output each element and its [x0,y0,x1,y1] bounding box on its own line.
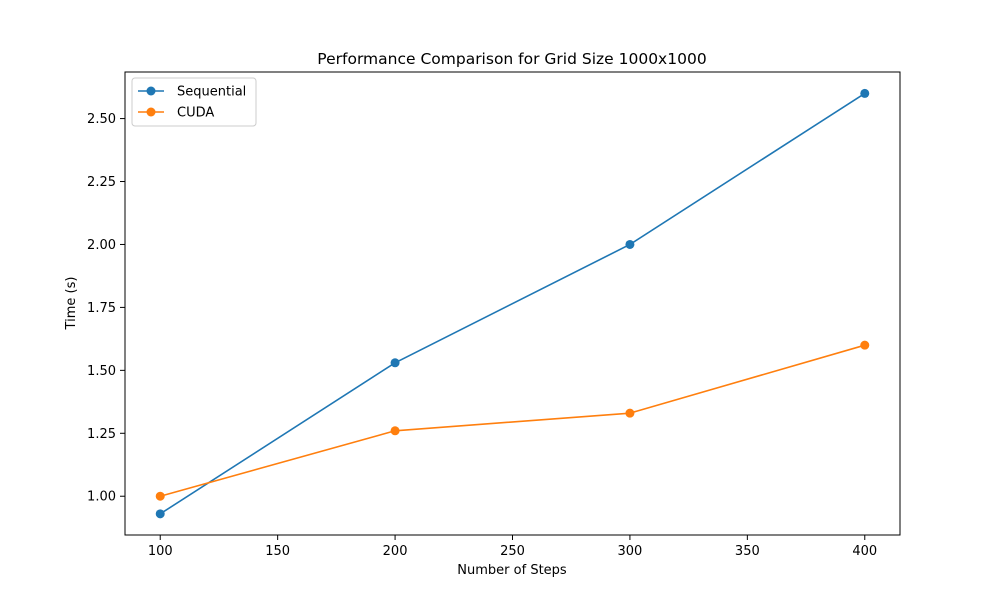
y-tick-label: 1.00 [87,490,116,505]
x-tick-label: 100 [148,544,173,559]
legend-box [131,77,257,127]
legend-marker-sequential [146,86,156,96]
x-axis: 100 150 200 250 300 350 400 [148,535,877,559]
series-line-cuda [160,344,865,498]
y-tick-label: 2.00 [87,238,116,253]
x-tick-label: 150 [265,544,290,559]
data-point-cuda [860,340,870,350]
y-tick-label: 1.25 [87,427,116,442]
x-tick-label: 200 [383,544,408,559]
data-point-cuda [155,491,165,501]
x-tick-label: 400 [852,544,877,559]
series-layer [155,88,870,519]
x-tick-label: 350 [735,544,760,559]
data-point-cuda [625,408,635,418]
x-tick-label: 250 [500,544,525,559]
y-axis-label: Time (s) [64,277,79,331]
y-axis: 1.00 1.25 1.50 1.75 2.00 2.25 2.50 [87,112,125,505]
series-line-sequential [159,92,866,515]
data-point-sequential [860,88,870,98]
legend-label-cuda: CUDA [177,106,214,121]
y-tick-label: 1.50 [87,364,116,379]
legend-label-sequential: Sequential [177,85,246,100]
data-point-sequential [625,239,635,249]
legend: Sequential CUDA [131,77,257,127]
x-tick-label: 300 [618,544,643,559]
legend-marker-cuda [146,107,156,117]
y-tick-label: 2.50 [87,112,116,127]
data-point-cuda [390,426,400,436]
data-point-sequential [155,509,165,519]
chart-title: Performance Comparison for Grid Size 100… [317,50,706,68]
x-axis-label: Number of Steps [457,563,567,578]
y-tick-label: 1.75 [87,301,116,316]
data-point-sequential [390,358,400,368]
y-tick-label: 2.25 [87,175,116,190]
